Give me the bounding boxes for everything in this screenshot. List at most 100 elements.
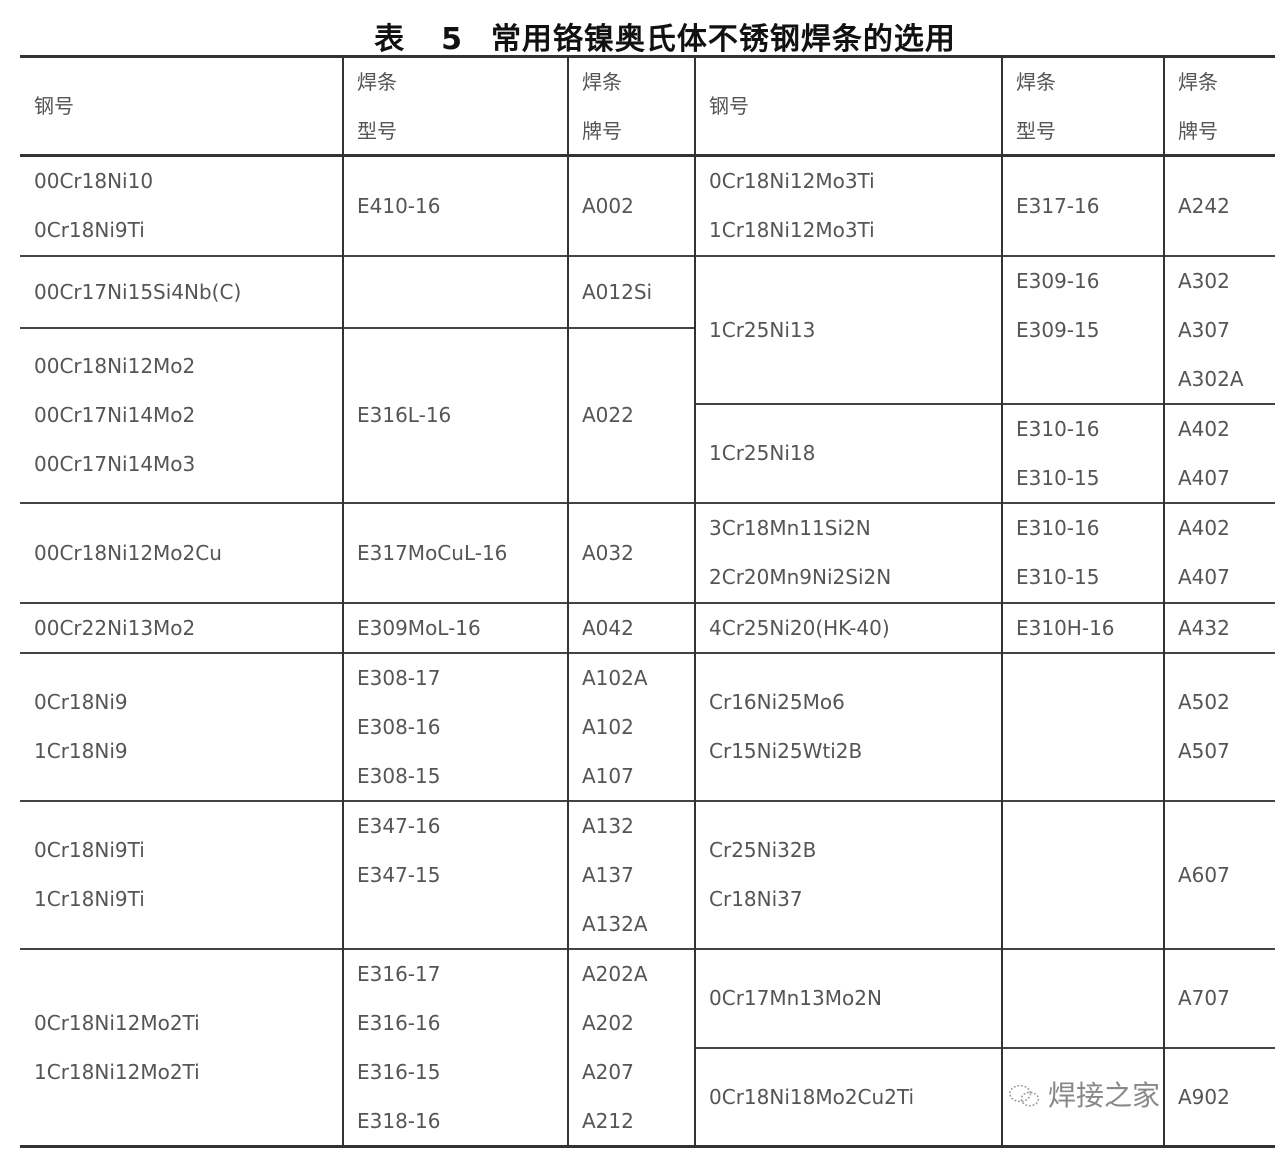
header-steel: 钢号 [695, 57, 1002, 156]
cell-steel-line: Cr15Ni25Wti2B [709, 739, 863, 763]
row-divider [695, 502, 1275, 504]
row-divider [20, 255, 695, 257]
cell-type-line: E317-16 [1016, 193, 1100, 218]
row-divider [20, 800, 695, 802]
cell-steel-line: 1Cr18Ni12Mo2Ti [34, 1059, 200, 1084]
header-steel-line: 钢号 [709, 94, 749, 118]
cell-brand: A902 [1164, 1048, 1275, 1146]
cell-brand-line: A012Si [582, 279, 653, 304]
cell-type-line [357, 268, 568, 317]
table-label: 表 [374, 22, 406, 57]
cell-type-line: E309MoL-16 [357, 615, 481, 640]
cell-brand: A012Si [568, 256, 695, 328]
cell-steel-line: 0Cr18Ni9Ti [34, 218, 145, 242]
column-divider [694, 57, 696, 1146]
cell-steel-line: 1Cr25Ni18 [709, 441, 816, 465]
cell-type: E316L-16 [343, 328, 568, 503]
cell-type-line: E310-16 [1016, 516, 1100, 540]
cell-brand: A502 A507 [1164, 653, 1275, 801]
cell-steel-line: 00Cr18Ni12Mo2 [34, 354, 196, 378]
cell-brand-line: A102A [582, 665, 648, 690]
cell-brand: A132 A137 A132A [568, 801, 695, 949]
cell-type-line: E310-15 [1016, 465, 1100, 490]
cell-steel-line: 00Cr17Ni14Mo3 [34, 452, 196, 476]
row-divider [20, 948, 695, 950]
cell-type-line [357, 900, 568, 949]
cell-steel-line: 00Cr18Ni10 [34, 169, 154, 193]
cell-steel: 00Cr22Ni13Mo2 [20, 603, 343, 653]
cell-brand-line: A607 [1178, 862, 1230, 887]
cell-brand-line: A242 [1178, 193, 1230, 218]
cell-steel: 3Cr18Mn11Si2N 2Cr20Mn9Ni2Si2N [695, 503, 1002, 603]
table-number: 5 [441, 22, 463, 57]
cell-type-line: E410-16 [357, 193, 441, 218]
cell-brand-line: A137 [582, 862, 634, 887]
cell-steel: 1Cr25Ni13 [695, 256, 1002, 404]
cell-steel: 0Cr18Ni12Mo2Ti 1Cr18Ni12Mo2Ti [20, 949, 343, 1146]
cell-brand-line: A307 [1178, 317, 1230, 342]
table-top-rule [20, 55, 1275, 58]
cell-steel: 0Cr18Ni12Mo3Ti 1Cr18Ni12Mo3Ti [695, 156, 1002, 256]
cell-steel-line: 00Cr17Ni15Si4Nb(C) [34, 279, 242, 304]
cell-steel-line: Cr25Ni32B [709, 838, 817, 862]
cell-type-line: E309-16 [1016, 268, 1100, 293]
cell-brand-line: A402 [1178, 516, 1230, 540]
cell-brand-line: A212 [582, 1108, 634, 1133]
cell-steel: 0Cr18Ni18Mo2Cu2Ti [695, 1048, 1002, 1146]
cell-type-line: E317MoCuL-16 [357, 540, 508, 565]
header-steel: 钢号 [20, 57, 343, 156]
row-divider [695, 652, 1275, 654]
header-type-line: 型号 [357, 118, 397, 143]
table-title: 表 5 常用铬镍奥氏体不锈钢焊条的选用 [0, 14, 1285, 58]
cell-type-line [1016, 355, 1164, 404]
row-divider [695, 800, 1275, 802]
cell-steel: 00Cr18Ni12Mo2 00Cr17Ni14Mo2 00Cr17Ni14Mo3 [20, 328, 343, 503]
cell-steel-line: 0Cr18Ni12Mo2Ti [34, 1010, 200, 1035]
cell-brand: A202A A202 A207 A212 [568, 949, 695, 1146]
cell-type-line: E310H-16 [1016, 615, 1115, 640]
cell-brand-line: A132 [582, 813, 634, 838]
header-brand-line: 焊条 [582, 69, 622, 94]
cell-type: E310H-16 [1002, 603, 1164, 653]
wechat-icon [1009, 1084, 1040, 1107]
row-divider [695, 1047, 1275, 1049]
header-type: 焊条 型号 [1002, 57, 1164, 156]
header-type-line: 型号 [1016, 118, 1056, 143]
column-divider [1163, 57, 1165, 1146]
cell-brand: A242 [1164, 156, 1275, 256]
row-divider [20, 327, 695, 329]
cell-type: E308-17 E308-16 E308-15 [343, 653, 568, 801]
cell-type-line: E308-17 [357, 665, 441, 690]
cell-type-line: E316-16 [357, 1010, 441, 1035]
column-divider [342, 57, 344, 1146]
cell-type-line: E308-16 [357, 714, 441, 739]
column-divider [1001, 57, 1003, 1146]
cell-type: E310-16 E310-15 [1002, 404, 1164, 503]
cell-steel: Cr16Ni25Mo6 Cr15Ni25Wti2B [695, 653, 1002, 801]
cell-type-line: E316-17 [357, 961, 441, 986]
cell-brand-line: A202 [582, 1010, 634, 1035]
header-rule [20, 154, 1275, 157]
table-bottom-rule [20, 1145, 1275, 1148]
cell-steel-line: 00Cr22Ni13Mo2 [34, 615, 196, 640]
cell-type-line [1016, 974, 1164, 1023]
row-divider [695, 255, 1275, 257]
cell-brand: A042 [568, 603, 695, 653]
cell-brand-line: A407 [1178, 465, 1230, 490]
column-divider [567, 57, 569, 1146]
cell-type: E309-16 E309-15 [1002, 256, 1164, 404]
cell-steel-line: 1Cr18Ni12Mo3Ti [709, 218, 875, 242]
cell-steel: 1Cr25Ni18 [695, 404, 1002, 503]
cell-steel-line: 00Cr17Ni14Mo2 [34, 403, 196, 427]
cell-brand-line: A022 [582, 403, 634, 427]
cell-brand: A022 [568, 328, 695, 503]
cell-steel-line: Cr18Ni37 [709, 887, 803, 911]
header-brand-line: 焊条 [1178, 69, 1218, 94]
cell-brand: A032 [568, 503, 695, 603]
cell-steel: 00Cr18Ni10 0Cr18Ni9Ti [20, 156, 343, 256]
cell-steel: 4Cr25Ni20(HK-40) [695, 603, 1002, 653]
cell-brand: A707 [1164, 949, 1275, 1048]
cell-brand-line: A102 [582, 714, 634, 739]
row-divider [695, 948, 1275, 950]
cell-steel-line: 3Cr18Mn11Si2N [709, 516, 871, 540]
